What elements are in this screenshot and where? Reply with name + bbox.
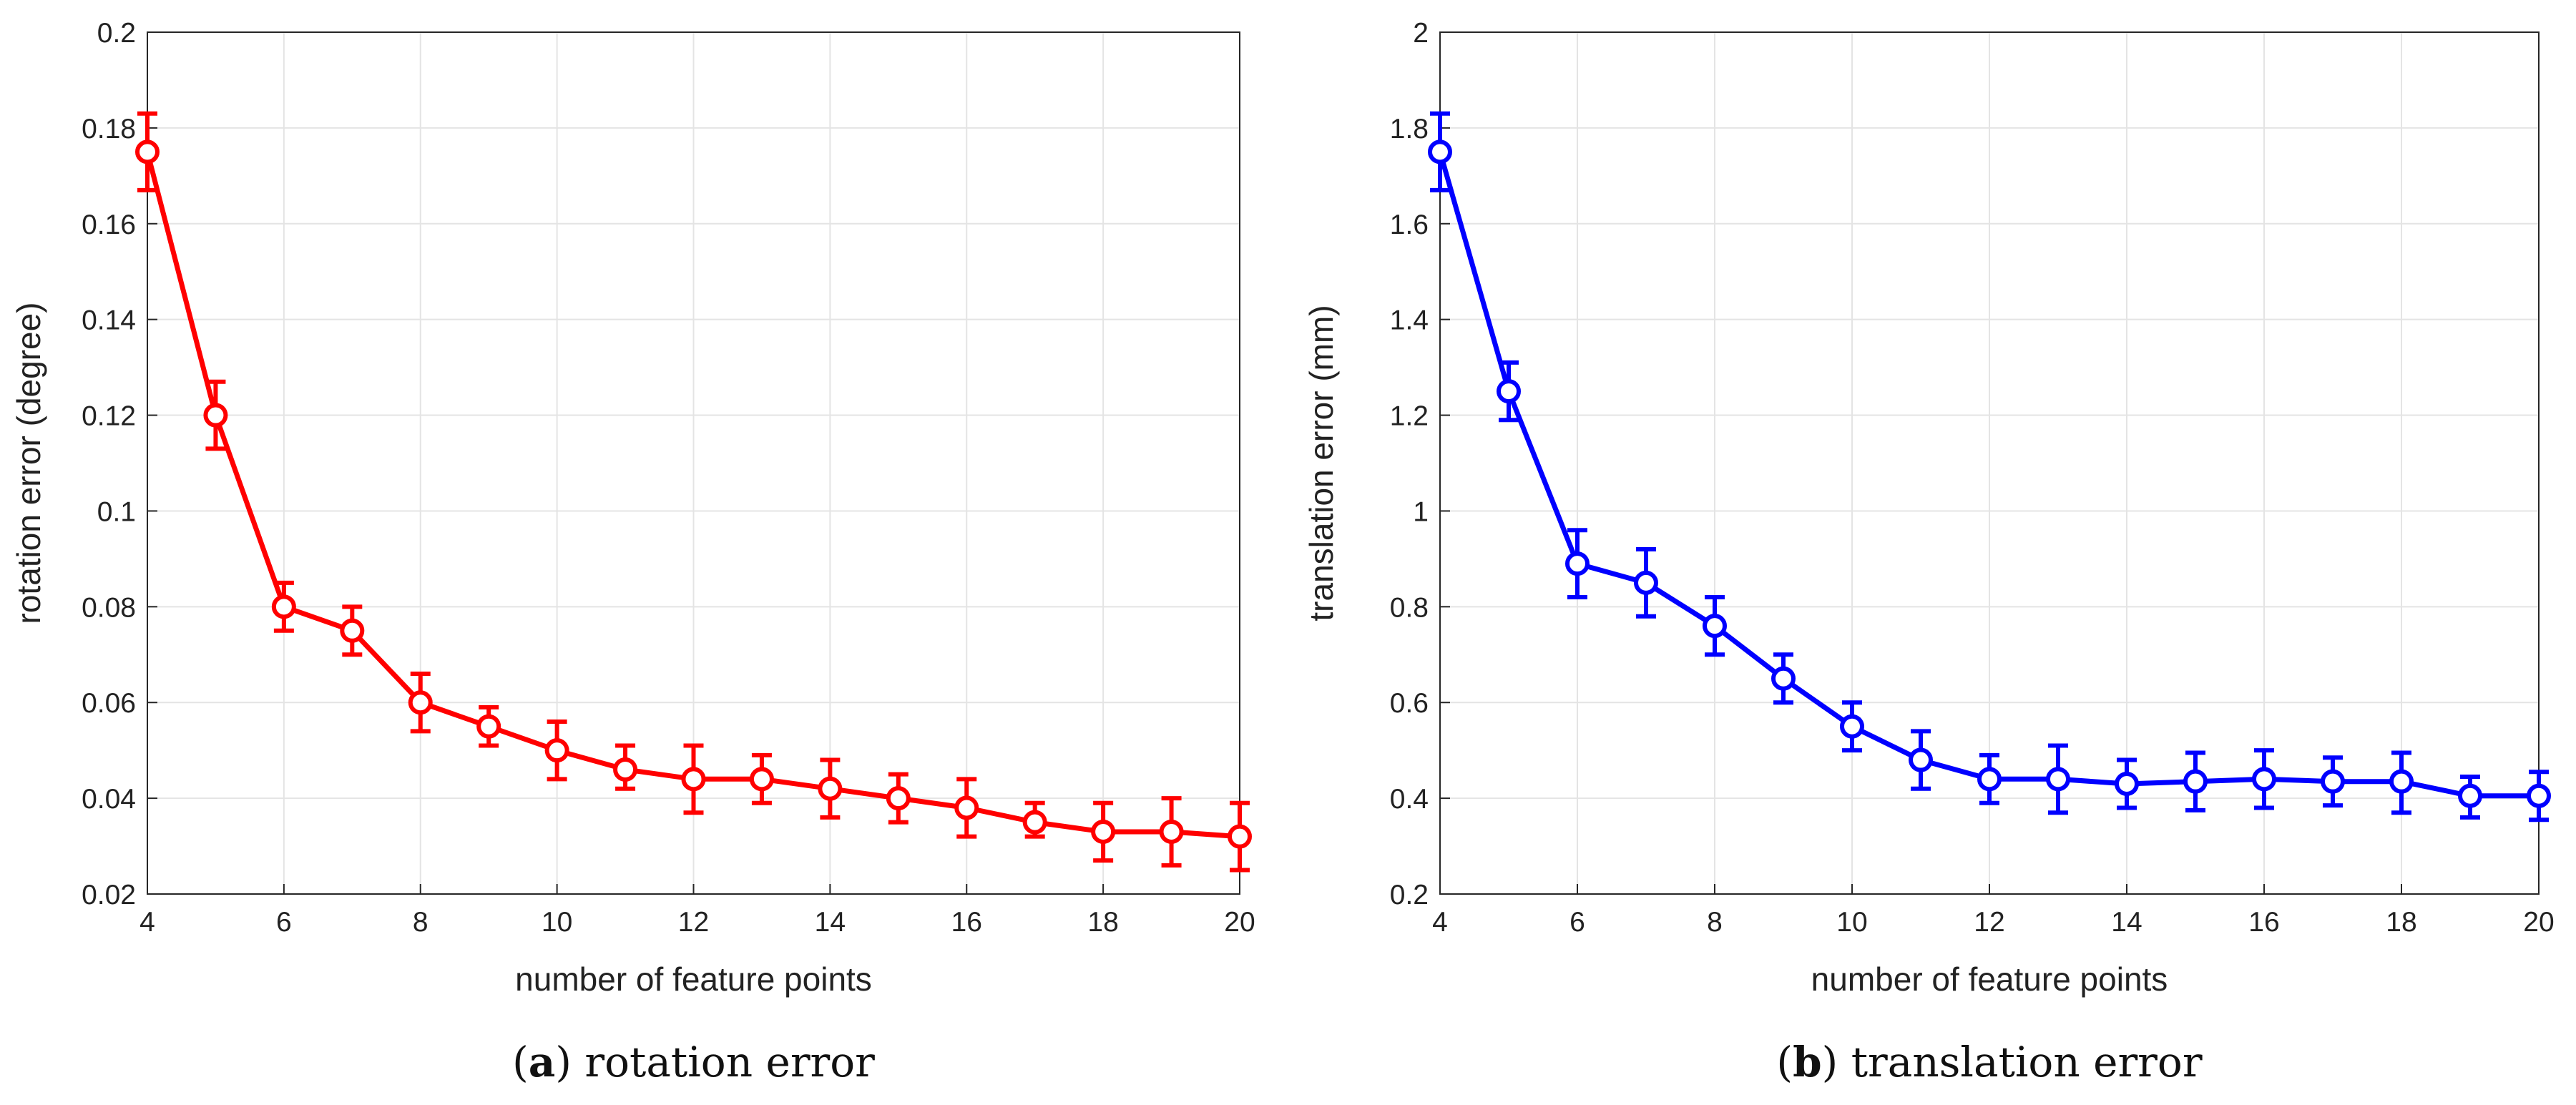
x-tick-label: 6 bbox=[1569, 907, 1585, 938]
x-tick-label: 4 bbox=[1432, 907, 1448, 938]
translation-error-chart: 4 6 8 10 12 14 16 18 20 0.2 0.4 0.6 0.8 1 1.2 1.4 1.6 1.… bbox=[1303, 18, 2555, 1086]
caption-paren-close: ) bbox=[1822, 1038, 1851, 1086]
data-markers bbox=[135, 139, 1252, 849]
data-point bbox=[2321, 769, 2345, 794]
rotation-error-chart: 4 6 8 10 12 14 16 18 20 0.020.040.060.080.10.120… bbox=[10, 18, 1255, 1086]
caption-paren-open: ( bbox=[512, 1038, 529, 1086]
data-point bbox=[1428, 139, 1452, 164]
x-tick-label: 20 bbox=[2523, 907, 2554, 938]
data-point bbox=[749, 767, 774, 792]
y-tick-label: 2 bbox=[1413, 18, 1429, 49]
grid bbox=[147, 31, 1240, 895]
x-tick-label: 8 bbox=[413, 907, 428, 938]
data-point bbox=[271, 594, 296, 619]
data-point bbox=[2046, 767, 2070, 792]
x-tick-label: 10 bbox=[542, 907, 572, 938]
x-tick-label: 20 bbox=[1224, 907, 1255, 938]
y-axis-label: rotation error (degree) bbox=[10, 303, 47, 624]
error-bars bbox=[137, 111, 1250, 873]
data-point bbox=[2115, 772, 2139, 797]
data-point bbox=[1703, 614, 1727, 639]
data-markers bbox=[1428, 139, 2551, 808]
x-tick-label: 6 bbox=[276, 907, 292, 938]
y-tick-label: 0.8 bbox=[1390, 592, 1429, 623]
y-tick-label: 0.14 bbox=[82, 305, 136, 336]
y-tick-label: 0.18 bbox=[82, 114, 136, 144]
x-tick-label: 14 bbox=[2111, 907, 2142, 938]
y-tick-label: 0.1 bbox=[97, 496, 136, 527]
data-point bbox=[1840, 714, 1864, 739]
x-tick-label: 4 bbox=[139, 907, 155, 938]
data-point bbox=[2527, 783, 2551, 808]
x-tick-label: 12 bbox=[678, 907, 709, 938]
caption-text: rotation error bbox=[584, 1038, 875, 1086]
y-tick-label: 0.2 bbox=[1390, 880, 1429, 910]
y-tick-label: 0.4 bbox=[1390, 784, 1429, 815]
x-tick-label: 8 bbox=[1707, 907, 1723, 938]
x-axis-label: number of feature points bbox=[1811, 961, 2168, 998]
data-point bbox=[2389, 769, 2414, 794]
y-tick-label: 0.04 bbox=[82, 784, 136, 815]
data-point bbox=[340, 618, 365, 643]
x-axis-label: number of feature points bbox=[515, 961, 872, 998]
data-point bbox=[2183, 769, 2208, 794]
data-point bbox=[1497, 379, 1521, 404]
figure-caption: (a) rotation error bbox=[512, 1038, 875, 1086]
y-tick-label: 1 bbox=[1413, 496, 1429, 527]
data-point bbox=[1977, 767, 2002, 792]
data-point bbox=[1022, 810, 1047, 835]
data-point bbox=[1771, 666, 1796, 691]
y-tick-label: 0.08 bbox=[82, 592, 136, 623]
data-point bbox=[1909, 747, 1933, 772]
caption-paren-open: ( bbox=[1776, 1038, 1793, 1086]
y-tick-label: 0.16 bbox=[82, 210, 136, 240]
y-tick-label: 1.4 bbox=[1390, 305, 1429, 336]
caption-letter: a bbox=[529, 1038, 556, 1086]
y-tick-label: 0.2 bbox=[97, 18, 136, 49]
figure-caption: (b) translation error bbox=[1776, 1038, 2202, 1086]
y-axis-ticks: 0.02 0.04 0.06 0.08 0.1 0.12 0.14 0.16 0.18 0.2 bbox=[82, 18, 157, 910]
data-point bbox=[476, 714, 501, 739]
data-point bbox=[2252, 767, 2276, 792]
y-tick-label: 0.12 bbox=[82, 401, 136, 432]
x-tick-label: 14 bbox=[815, 907, 846, 938]
data-point bbox=[954, 795, 979, 820]
data-point bbox=[203, 403, 228, 428]
data-point bbox=[818, 776, 843, 801]
x-axis-ticks: 4 6 8 10 12 14 16 18 20 bbox=[1432, 884, 2555, 938]
y-tick-label: 0.02 bbox=[82, 880, 136, 910]
data-point bbox=[1228, 824, 1252, 849]
y-tick-label: 0.06 bbox=[82, 688, 136, 719]
x-axis-ticks: 4 6 8 10 12 14 16 18 20 bbox=[139, 884, 1255, 938]
x-tick-label: 18 bbox=[1087, 907, 1118, 938]
y-tick-label: 1.2 bbox=[1390, 401, 1429, 432]
x-tick-label: 16 bbox=[2248, 907, 2279, 938]
caption-text: translation error bbox=[1851, 1038, 2203, 1086]
x-tick-label: 18 bbox=[2386, 907, 2416, 938]
data-point bbox=[1634, 570, 1658, 595]
x-tick-label: 16 bbox=[951, 907, 982, 938]
data-point bbox=[1091, 819, 1116, 844]
caption-letter: b bbox=[1793, 1038, 1822, 1086]
data-point bbox=[1159, 819, 1184, 844]
data-point bbox=[544, 738, 569, 763]
y-tick-label: 1.8 bbox=[1390, 114, 1429, 144]
x-tick-label: 10 bbox=[1836, 907, 1867, 938]
data-point bbox=[408, 690, 433, 715]
data-point bbox=[2458, 783, 2482, 808]
data-point bbox=[135, 139, 160, 164]
data-point bbox=[681, 767, 706, 792]
caption-paren-close: ) bbox=[555, 1038, 584, 1086]
data-point bbox=[613, 757, 638, 782]
y-axis-label: translation error (mm) bbox=[1303, 305, 1340, 621]
data-point bbox=[886, 786, 911, 811]
data-point bbox=[1565, 551, 1590, 576]
y-tick-label: 1.6 bbox=[1390, 210, 1429, 240]
y-tick-label: 0.6 bbox=[1390, 688, 1429, 719]
x-tick-label: 12 bbox=[1974, 907, 2004, 938]
y-axis-ticks: 0.2 0.4 0.6 0.8 1 1.2 1.4 1.6 1.8 2 bbox=[1390, 18, 1450, 910]
